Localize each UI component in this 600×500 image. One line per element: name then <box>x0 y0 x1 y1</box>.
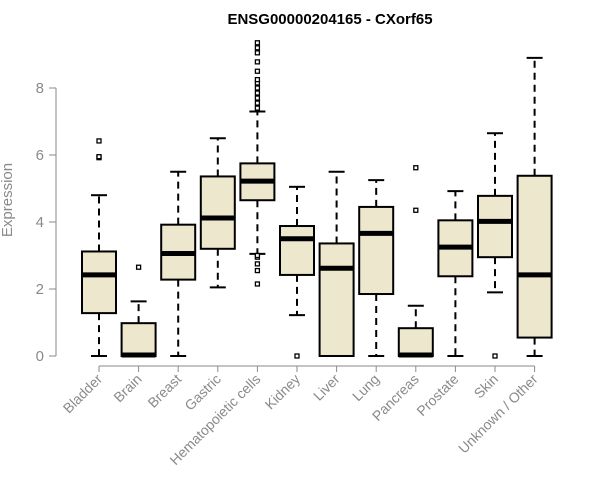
box-group <box>516 56 553 357</box>
outlier-point <box>135 264 142 270</box>
iqr-box <box>120 322 157 358</box>
iqr-box <box>358 205 395 296</box>
outlier-point <box>96 154 102 160</box>
box-group <box>120 264 157 358</box>
x-tick-label: Kidney <box>262 371 304 413</box>
outlier-point <box>413 207 419 213</box>
outlier-point <box>254 85 261 91</box>
outlier-point <box>254 45 261 51</box>
y-tick-label: 2 <box>36 281 44 298</box>
x-tick-label: Breast <box>144 371 184 411</box>
outlier-point <box>413 165 419 171</box>
iqr-box <box>477 194 513 259</box>
iqr-box <box>279 225 315 276</box>
box-group <box>397 165 434 358</box>
outlier-point <box>254 267 261 274</box>
outlier-point <box>254 95 261 101</box>
x-tick-label: Prostate <box>413 371 461 419</box>
box-group <box>81 138 117 357</box>
y-tick-label: 6 <box>36 147 44 164</box>
box-group <box>477 132 513 359</box>
x-tick-label: Bladder <box>60 371 106 417</box>
y-axis: 0 2 4 6 8 <box>36 80 57 365</box>
x-tick-label: Lung <box>349 371 382 404</box>
outlier-point <box>254 100 261 106</box>
outlier-point <box>254 281 261 287</box>
iqr-box <box>516 174 553 339</box>
y-axis-label: Expression <box>0 163 16 237</box>
iqr-box <box>318 242 355 357</box>
y-tick-label: 4 <box>36 214 44 231</box>
outlier-point <box>254 76 261 83</box>
x-tick-label: Brain <box>110 371 144 405</box>
outlier-point <box>254 261 261 267</box>
iqr-box <box>199 175 236 250</box>
y-tick-label: 0 <box>36 348 44 365</box>
outlier-point <box>254 252 261 259</box>
x-tick-label: Liver <box>310 371 343 404</box>
box-group <box>437 190 474 357</box>
outlier-point <box>254 40 261 46</box>
outlier-point <box>254 68 261 74</box>
outlier-point <box>254 59 261 65</box>
chart-title: ENSG00000204165 - CXorf65 <box>227 11 432 28</box>
box-group <box>239 40 276 287</box>
box-group <box>318 170 355 357</box>
box-group <box>358 179 395 357</box>
box-group <box>160 170 197 357</box>
y-tick-label: 8 <box>36 80 44 97</box>
outlier-point <box>254 90 261 96</box>
boxes-layer <box>81 40 553 359</box>
outlier-point <box>294 353 300 359</box>
outlier-point <box>492 353 498 359</box>
box-group <box>279 185 315 359</box>
iqr-box <box>397 327 434 358</box>
outlier-point <box>254 50 261 56</box>
outlier-point <box>254 105 261 111</box>
box-group <box>199 137 236 289</box>
outlier-point <box>96 138 102 144</box>
iqr-box <box>81 250 117 315</box>
x-tick-label: Skin <box>471 371 502 402</box>
